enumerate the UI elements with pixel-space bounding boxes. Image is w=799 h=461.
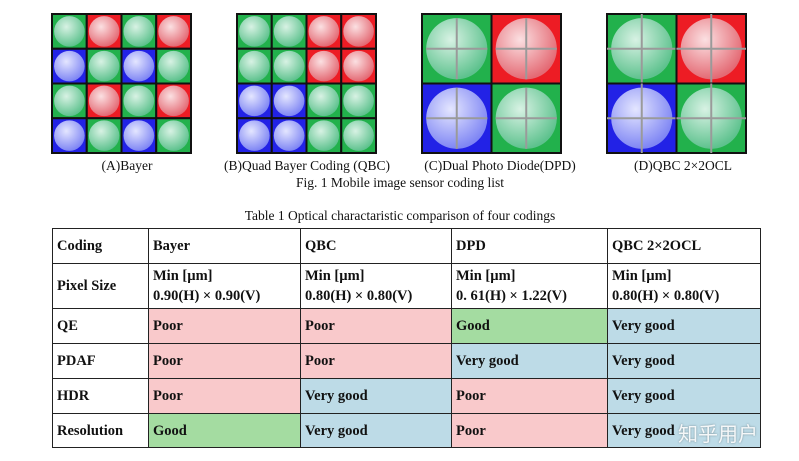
microlens: [343, 85, 374, 117]
cell-line: Min [µm]: [305, 268, 365, 284]
microlens: [343, 50, 374, 82]
microlens: [273, 50, 305, 82]
table-cell: Very good: [451, 343, 608, 379]
table-row: Resolution Good Very good Poor Very good: [52, 413, 761, 448]
comparison-table: Coding Bayer QBC DPD QBC 2×2OCL Pixel Size Min…: [52, 228, 761, 448]
table-cell: Poor: [300, 308, 452, 344]
table-title: Table 1 Optical charactaristic compariso…: [244, 208, 556, 223]
table-row: QE Poor Poor Good Very good: [52, 308, 761, 344]
microlens: [123, 85, 155, 117]
microlens: [343, 120, 374, 151]
cell-line: 0.80(H) × 0.80(V): [612, 288, 720, 304]
cell-line: Min [µm]: [153, 268, 213, 284]
table-cell: DPD: [451, 228, 608, 264]
table-cell: Min [µm] 0.80(H) × 0.80(V): [607, 263, 761, 309]
table-cell: Very good: [300, 413, 452, 448]
microlens: [273, 85, 305, 117]
table-cell: Pixel Size: [52, 263, 149, 309]
microlens: [123, 50, 155, 82]
table-cell: Resolution: [52, 413, 149, 448]
table-cell: Very good: [607, 343, 761, 379]
microlens: [158, 120, 189, 151]
table-cell: Good: [148, 413, 301, 448]
sensor-figure: [51, 13, 747, 154]
cell-line: Min [µm]: [456, 268, 516, 284]
table-cell: HDR: [52, 378, 149, 414]
microlens: [54, 50, 85, 82]
table-cell: Coding: [52, 228, 149, 264]
table-row: HDR Poor Very good Poor Very good: [52, 378, 761, 414]
table-cell: Bayer: [148, 228, 301, 264]
microlens: [54, 85, 85, 117]
table-cell: Poor: [451, 378, 608, 414]
cell-line: 0. 61(H) × 1.22(V): [456, 288, 567, 304]
panel-caption: (D)QBC 2×2OCL: [634, 158, 732, 173]
panel-caption: (A)Bayer: [101, 158, 153, 173]
table-cell: QE: [52, 308, 149, 344]
microlens: [308, 85, 340, 117]
table-cell: Min [µm] 0. 61(H) × 1.22(V): [451, 263, 608, 309]
microlens: [308, 16, 340, 47]
microlens: [54, 120, 85, 151]
microlens: [273, 16, 305, 47]
table-cell: Very good: [300, 378, 452, 414]
microlens: [308, 120, 340, 151]
cell-line: Min [µm]: [612, 268, 672, 284]
microlens: [158, 16, 189, 47]
microlens: [88, 120, 120, 151]
table-cell: Poor: [148, 378, 301, 414]
microlens: [88, 85, 120, 117]
microlens: [88, 16, 120, 47]
microlens: [123, 120, 155, 151]
table-cell: PDAF: [52, 343, 149, 379]
cell-line: 0.90(H) × 0.90(V): [153, 288, 261, 304]
table-cell: Poor: [148, 308, 301, 344]
table-cell: Very good: [607, 308, 761, 344]
table-row: Pixel Size Min [µm] 0.90(H) × 0.90(V) Min […: [52, 263, 761, 309]
table-cell: Very good: [607, 378, 761, 414]
table-cell: QBC: [300, 228, 452, 264]
microlens: [343, 16, 374, 47]
microlens: [239, 50, 270, 82]
microlens: [239, 16, 270, 47]
microlens: [158, 85, 189, 117]
table-cell: QBC 2×2OCL: [607, 228, 761, 264]
table-cell: Poor: [300, 343, 452, 379]
microlens: [88, 50, 120, 82]
panel-caption: (B)Quad Bayer Coding (QBC): [223, 158, 391, 173]
microlens: [308, 50, 340, 82]
microlens: [158, 50, 189, 82]
table-cell: Min [µm] 0.90(H) × 0.90(V): [148, 263, 301, 309]
table-cell: Poor: [451, 413, 608, 448]
table-cell: Min [µm] 0.80(H) × 0.80(V): [300, 263, 452, 309]
microlens: [54, 16, 85, 47]
table-cell: Good: [451, 308, 608, 344]
table-cell: Very good: [607, 413, 761, 448]
microlens: [123, 16, 155, 47]
table-row: Coding Bayer QBC DPD QBC 2×2OCL: [52, 228, 761, 264]
table-cell: Poor: [148, 343, 301, 379]
cell-line: 0.80(H) × 0.80(V): [305, 288, 413, 304]
figure-caption: Fig. 1 Mobile image sensor coding list: [295, 175, 505, 190]
table-row: PDAF Poor Poor Very good Very good: [52, 343, 761, 379]
microlens: [239, 85, 270, 117]
watermark: 知乎用户: [678, 422, 758, 446]
panel-caption: (C)Dual Photo Diode(DPD): [424, 158, 576, 173]
microlens: [239, 120, 270, 151]
microlens: [273, 120, 305, 151]
